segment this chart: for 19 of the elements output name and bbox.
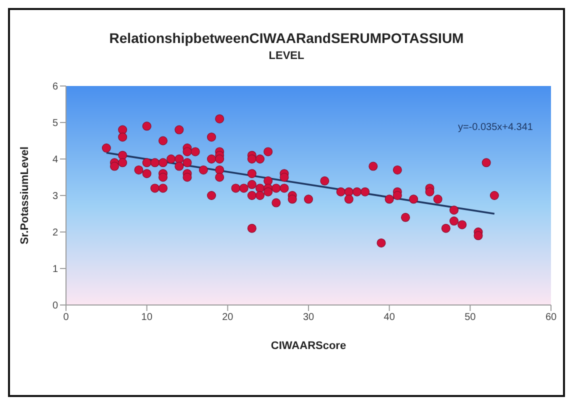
chart-title: RelationshipbetweenCIWAARandSERUMPOTASSIUM: [108, 30, 465, 46]
y-axis-title: Sr.PotassiumLevel: [18, 146, 31, 244]
x-tick-label: 20: [222, 312, 234, 324]
y-tick-label: 4: [52, 154, 58, 166]
x-tick-label: 0: [63, 312, 70, 324]
y-tick-label: 3: [52, 191, 58, 202]
x-tick-label: 10: [141, 312, 153, 324]
x-tick-label: 40: [384, 312, 396, 324]
y-tick-label: 2: [52, 228, 58, 239]
y-tick-label: 1: [52, 264, 58, 276]
annotation: y=-0.035x+4.341: [458, 122, 533, 133]
y-tick-label: 6: [52, 82, 58, 93]
y-tick-label: 0: [52, 300, 58, 312]
x-axis-title: CIWAARScore: [270, 340, 346, 352]
x-tick-label: 30: [302, 312, 314, 324]
chart-subtitle: LEVEL: [268, 50, 306, 62]
x-tick-label: 60: [545, 312, 557, 324]
x-tick-label: 50: [464, 312, 476, 324]
y-tick-label: 5: [52, 118, 58, 130]
